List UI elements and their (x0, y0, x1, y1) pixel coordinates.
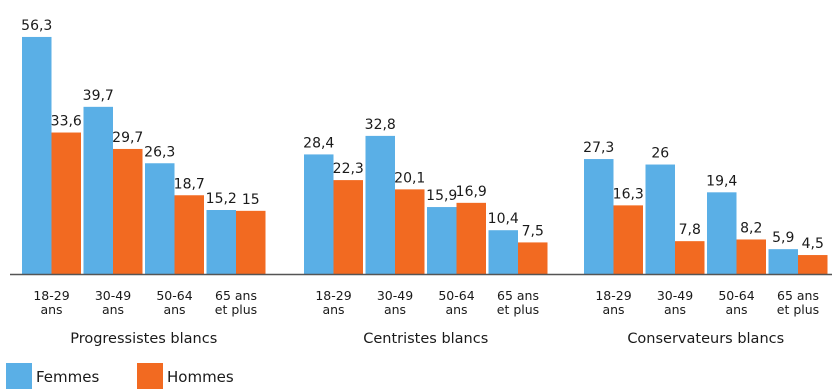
value-label-femmes-g3-c4: 5,9 (772, 230, 794, 246)
category-label-g3-c1: 18-29 ans (595, 288, 631, 317)
category-label-g3-c4: 65 ans et plus (777, 288, 819, 317)
category-label-g2-c4: 65 ans et plus (497, 288, 539, 317)
bar-femmes-g1-c2 (83, 106, 113, 274)
category-label-line: 18-29 (33, 288, 69, 303)
bars-layer (22, 36, 828, 275)
value-label-hommes-g3-c1: 16,3 (613, 186, 644, 202)
value-label-hommes-g1-c3: 18,7 (174, 176, 205, 192)
category-label-g2-c1: 18-29 ans (315, 288, 351, 317)
category-label-line: ans (602, 302, 624, 317)
category-label-g1-c1: 18-29 ans (33, 288, 69, 317)
value-label-femmes-g2-c2: 32,8 (365, 117, 396, 133)
group-label-1: Progressistes blancs (70, 331, 217, 347)
bar-femmes-g2-c2 (365, 135, 395, 274)
bar-femmes-g1-c4 (206, 210, 236, 274)
value-label-femmes-g1-c1: 56,3 (21, 18, 52, 34)
value-label-hommes-g2-c2: 20,1 (394, 170, 425, 186)
category-label-line: ans (40, 302, 62, 317)
category-label-g2-c2: 30-49 ans (377, 288, 413, 317)
bar-femmes-g2-c3 (427, 207, 457, 274)
value-label-femmes-g2-c1: 28,4 (303, 135, 334, 151)
category-label-line: 50-64 (156, 288, 192, 303)
bar-femmes-g2-c1 (304, 154, 334, 274)
value-label-hommes-g1-c1: 33,6 (51, 114, 82, 130)
category-label-line: 30-49 (657, 288, 693, 303)
value-labels-layer: 56,3 33,639,7 29,726,3 18,715,2 15 28,4 22,3 32… (21, 18, 824, 252)
category-label-line: ans (384, 302, 406, 317)
category-label-line: ans (102, 302, 124, 317)
bar-hommes-g1-c1 (51, 132, 81, 274)
category-label-line: 65 ans (215, 288, 257, 303)
bar-hommes-g2-c1 (333, 180, 363, 274)
value-label-femmes-g3-c1: 27,3 (583, 140, 614, 156)
bar-hommes-g3-c1 (613, 205, 643, 274)
category-label-g3-c2: 30-49 ans (657, 288, 693, 317)
category-label-line: 50-64 (718, 288, 754, 303)
category-label-line: 65 ans (497, 288, 539, 303)
group-label-3: Conservateurs blancs (627, 331, 784, 347)
bar-femmes-g3-c1 (584, 159, 614, 274)
group-labels-layer: Progressistes blancs Centristes blancs Con… (70, 331, 784, 347)
bar-hommes-g2-c4 (518, 242, 548, 274)
legend-swatch-femmes (6, 363, 32, 389)
category-label-line: ans (445, 302, 467, 317)
value-label-hommes-g3-c4: 4,5 (802, 236, 824, 252)
bar-femmes-g1-c1 (22, 36, 52, 275)
legend-swatch-hommes (137, 363, 163, 389)
category-label-line: 18-29 (595, 288, 631, 303)
category-label-line: 18-29 (315, 288, 351, 303)
group-label-2: Centristes blancs (363, 331, 488, 347)
bar-hommes-g1-c4 (236, 210, 266, 274)
value-label-femmes-g1-c3: 26,3 (144, 144, 175, 160)
bar-hommes-g3-c2 (675, 241, 705, 274)
value-label-hommes-g3-c3: 8,2 (740, 220, 762, 236)
category-label-line: 30-49 (377, 288, 413, 303)
value-label-hommes-g1-c4: 15 (242, 192, 260, 208)
bar-hommes-g1-c2 (113, 148, 143, 274)
legend: Femmes Hommes (6, 363, 234, 389)
value-label-hommes-g3-c2: 7,8 (679, 222, 701, 238)
value-label-femmes-g3-c2: 26 (651, 146, 669, 162)
bar-femmes-g2-c4 (488, 230, 518, 274)
category-label-line: ans (322, 302, 344, 317)
legend-label-hommes: Hommes (167, 368, 234, 386)
value-label-femmes-g1-c4: 15,2 (206, 191, 237, 207)
category-label-line: 50-64 (438, 288, 474, 303)
category-label-line: et plus (215, 302, 257, 317)
bar-hommes-g3-c3 (736, 239, 766, 274)
category-label-g1-c4: 65 ans et plus (215, 288, 257, 317)
category-label-g3-c3: 50-64 ans (718, 288, 754, 317)
category-label-line: ans (163, 302, 185, 317)
value-label-femmes-g3-c3: 19,4 (706, 173, 737, 189)
bar-hommes-g1-c3 (174, 195, 204, 274)
bar-hommes-g2-c3 (456, 202, 486, 274)
value-label-hommes-g2-c3: 16,9 (456, 184, 487, 200)
bar-hommes-g3-c4 (798, 255, 828, 274)
bar-femmes-g3-c2 (645, 164, 675, 274)
category-label-g2-c3: 50-64 ans (438, 288, 474, 317)
category-label-line: 30-49 (95, 288, 131, 303)
value-label-femmes-g2-c3: 15,9 (426, 188, 457, 204)
value-label-femmes-g2-c4: 10,4 (488, 211, 519, 227)
category-label-line: et plus (777, 302, 819, 317)
bar-hommes-g2-c2 (395, 189, 425, 274)
value-label-hommes-g2-c1: 22,3 (333, 161, 364, 177)
category-label-line: 65 ans (777, 288, 819, 303)
category-label-line: et plus (497, 302, 539, 317)
category-label-g1-c2: 30-49 ans (95, 288, 131, 317)
bar-femmes-g1-c3 (145, 163, 175, 274)
bar-femmes-g3-c3 (707, 192, 737, 274)
category-label-line: ans (664, 302, 686, 317)
category-label-line: ans (725, 302, 747, 317)
value-label-hommes-g2-c4: 7,5 (522, 223, 544, 239)
value-label-femmes-g1-c2: 39,7 (83, 88, 114, 104)
category-label-g1-c3: 50-64 ans (156, 288, 192, 317)
legend-label-femmes: Femmes (36, 368, 99, 386)
value-label-hommes-g1-c2: 29,7 (112, 130, 143, 146)
bar-femmes-g3-c4 (768, 249, 798, 274)
